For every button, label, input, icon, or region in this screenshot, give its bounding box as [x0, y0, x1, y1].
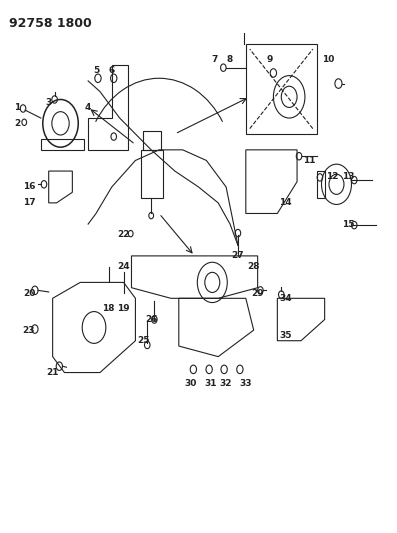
Text: 35: 35	[279, 331, 291, 340]
Text: 3: 3	[46, 98, 52, 107]
Text: 24: 24	[117, 262, 130, 271]
Text: 12: 12	[326, 172, 339, 181]
Text: 11: 11	[303, 156, 315, 165]
Text: 22: 22	[118, 230, 130, 239]
Text: 9: 9	[266, 55, 273, 64]
Text: 15: 15	[342, 220, 355, 229]
Text: 19: 19	[117, 304, 130, 313]
Text: 10: 10	[322, 55, 335, 64]
Text: 92758 1800: 92758 1800	[9, 17, 92, 30]
Text: 5: 5	[93, 66, 99, 75]
Text: 17: 17	[23, 198, 35, 207]
Text: 6: 6	[109, 66, 115, 75]
Text: 20: 20	[23, 288, 35, 297]
Text: 8: 8	[227, 55, 233, 64]
Text: 29: 29	[251, 288, 264, 297]
Text: 13: 13	[342, 172, 355, 181]
Text: 18: 18	[102, 304, 114, 313]
Text: 7: 7	[211, 55, 218, 64]
Text: 21: 21	[46, 368, 59, 377]
Text: 33: 33	[239, 378, 252, 387]
Text: 1: 1	[14, 103, 20, 112]
Text: 23: 23	[23, 326, 35, 335]
Text: 16: 16	[23, 182, 35, 191]
Text: 26: 26	[145, 315, 158, 324]
Text: 25: 25	[137, 336, 150, 345]
Text: 28: 28	[247, 262, 260, 271]
Text: 4: 4	[85, 103, 91, 112]
Text: 30: 30	[185, 378, 197, 387]
Text: 34: 34	[279, 294, 291, 303]
Text: 2: 2	[14, 119, 20, 128]
Text: 32: 32	[220, 378, 232, 387]
Text: 31: 31	[204, 378, 217, 387]
Text: 14: 14	[279, 198, 291, 207]
Text: 27: 27	[231, 252, 244, 261]
